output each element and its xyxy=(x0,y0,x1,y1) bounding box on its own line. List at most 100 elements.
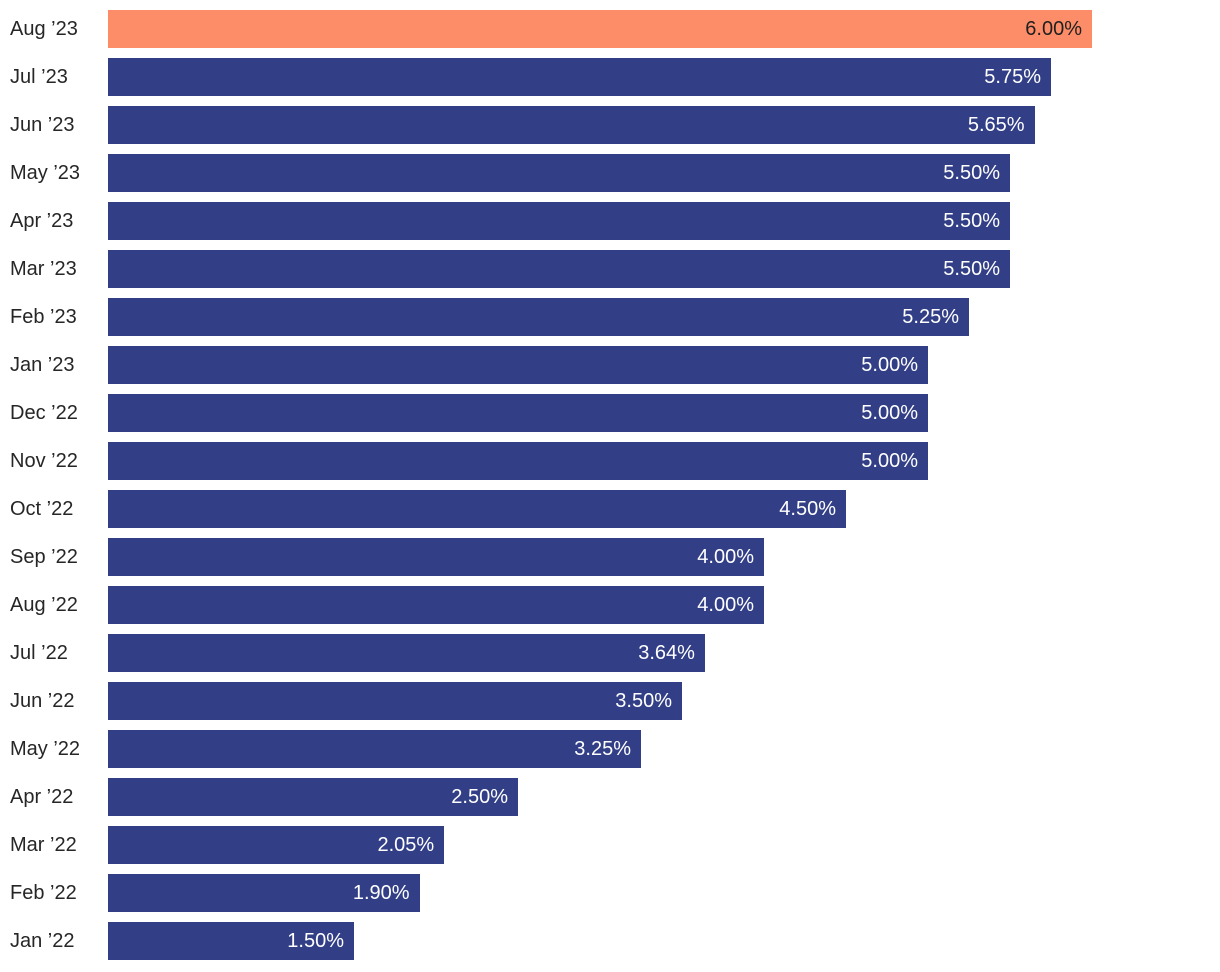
bar: 1.90% xyxy=(108,874,420,912)
bar-row: Feb ’23 5.25% xyxy=(0,293,1220,341)
value-label: 4.00% xyxy=(697,546,754,568)
bar-track: 3.50% xyxy=(108,682,1092,720)
bar-row: Nov ’22 5.00% xyxy=(0,437,1220,485)
bar-row: Jul ’22 3.64% xyxy=(0,629,1220,677)
bar-track: 4.00% xyxy=(108,538,1092,576)
bar-track: 2.05% xyxy=(108,826,1092,864)
value-label: 4.50% xyxy=(779,498,836,520)
value-label: 5.65% xyxy=(967,114,1025,136)
category-label: Jun ’22 xyxy=(10,690,75,712)
category-label: Mar ’23 xyxy=(10,258,77,280)
bar: 5.00% xyxy=(108,442,928,480)
value-label: 4.00% xyxy=(697,594,754,616)
category-label: Oct ’22 xyxy=(10,498,74,520)
category-label: Jun ’23 xyxy=(10,114,75,136)
bar-row: Jan ’23 5.00% xyxy=(0,341,1220,389)
value-label: 2.05% xyxy=(377,834,435,856)
category-label: Feb ’22 xyxy=(10,882,77,904)
bar: 6.00% xyxy=(108,10,1092,48)
value-label: 3.64% xyxy=(638,642,695,664)
category-label: Sep ’22 xyxy=(10,546,78,568)
value-label: 3.25% xyxy=(574,738,631,760)
bar: 5.00% xyxy=(108,394,928,432)
category-label: Apr ’22 xyxy=(10,786,74,808)
bar-track: 1.90% xyxy=(108,874,1092,912)
bar-row: Apr ’23 5.50% xyxy=(0,197,1220,245)
value-label: 1.90% xyxy=(352,882,410,904)
bar: 5.50% xyxy=(108,202,1010,240)
category-label: May ’22 xyxy=(10,738,81,760)
value-label: 5.00% xyxy=(861,402,918,424)
category-label: Jan ’22 xyxy=(10,930,75,952)
category-label: Aug ’22 xyxy=(10,594,78,616)
bar-row: Jul ’23 5.75% xyxy=(0,53,1220,101)
bar: 5.00% xyxy=(108,346,928,384)
value-label: 5.50% xyxy=(943,258,1000,280)
category-label: Aug ’23 xyxy=(10,18,78,40)
bar-track: 4.00% xyxy=(108,586,1092,624)
bar-track: 6.00% xyxy=(108,10,1092,48)
bar-row: Jun ’23 5.65% xyxy=(0,101,1220,149)
bar: 3.64% xyxy=(108,634,705,672)
bar-row: Mar ’22 2.05% xyxy=(0,821,1220,869)
category-label: Apr ’23 xyxy=(10,210,74,232)
bar: 2.05% xyxy=(108,826,445,864)
category-label: Mar ’22 xyxy=(10,834,77,856)
bar-row: Aug ’23 6.00% xyxy=(0,5,1220,53)
bar: 4.00% xyxy=(108,538,764,576)
bar-track: 5.25% xyxy=(108,298,1092,336)
bar: 3.50% xyxy=(108,682,682,720)
category-label: Jul ’22 xyxy=(10,642,68,664)
bar: 1.50% xyxy=(108,922,354,960)
value-label: 5.25% xyxy=(902,306,959,328)
category-label: Jul ’23 xyxy=(10,66,68,88)
bar-track: 5.75% xyxy=(108,58,1092,96)
bar-row: Feb ’22 1.90% xyxy=(0,869,1220,917)
bar-track: 5.50% xyxy=(108,250,1092,288)
bar-row: Mar ’23 5.50% xyxy=(0,245,1220,293)
value-label: 5.50% xyxy=(943,162,1000,184)
bar: 5.50% xyxy=(108,250,1010,288)
bar-row: Jun ’22 3.50% xyxy=(0,677,1220,725)
category-label: Feb ’23 xyxy=(10,306,77,328)
bar: 5.65% xyxy=(108,106,1035,144)
value-label: 6.00% xyxy=(1025,18,1082,40)
bar-row: Dec ’22 5.00% xyxy=(0,389,1220,437)
value-label: 2.50% xyxy=(451,786,508,808)
bar-track: 5.50% xyxy=(108,202,1092,240)
bar-row: May ’23 5.50% xyxy=(0,149,1220,197)
bar-track: 1.50% xyxy=(108,922,1092,960)
value-label: 5.50% xyxy=(943,210,1000,232)
bar: 5.75% xyxy=(108,58,1051,96)
bar-track: 3.25% xyxy=(108,730,1092,768)
bar-track: 5.65% xyxy=(108,106,1092,144)
bar-track: 5.00% xyxy=(108,442,1092,480)
bar: 4.50% xyxy=(108,490,846,528)
category-label: May ’23 xyxy=(10,162,81,184)
bar-track: 5.50% xyxy=(108,154,1092,192)
bar: 5.50% xyxy=(108,154,1010,192)
bar: 5.25% xyxy=(108,298,969,336)
bar: 2.50% xyxy=(108,778,518,816)
bar-row: Jan ’22 1.50% xyxy=(0,917,1220,965)
category-label: Jan ’23 xyxy=(10,354,75,376)
category-label: Dec ’22 xyxy=(10,402,78,424)
value-label: 1.50% xyxy=(287,930,344,952)
bar-track: 3.64% xyxy=(108,634,1092,672)
value-label: 5.00% xyxy=(861,450,918,472)
bar: 3.25% xyxy=(108,730,641,768)
bar-row: Aug ’22 4.00% xyxy=(0,581,1220,629)
value-label: 5.00% xyxy=(861,354,918,376)
bar-row: Sep ’22 4.00% xyxy=(0,533,1220,581)
bar-track: 2.50% xyxy=(108,778,1092,816)
bar-track: 5.00% xyxy=(108,346,1092,384)
bar-track: 4.50% xyxy=(108,490,1092,528)
bar-row: May ’22 3.25% xyxy=(0,725,1220,773)
bar-row: Apr ’22 2.50% xyxy=(0,773,1220,821)
value-label: 3.50% xyxy=(615,690,672,712)
value-label: 5.75% xyxy=(984,66,1041,88)
bar-track: 5.00% xyxy=(108,394,1092,432)
bar: 4.00% xyxy=(108,586,764,624)
bar-row: Oct ’22 4.50% xyxy=(0,485,1220,533)
